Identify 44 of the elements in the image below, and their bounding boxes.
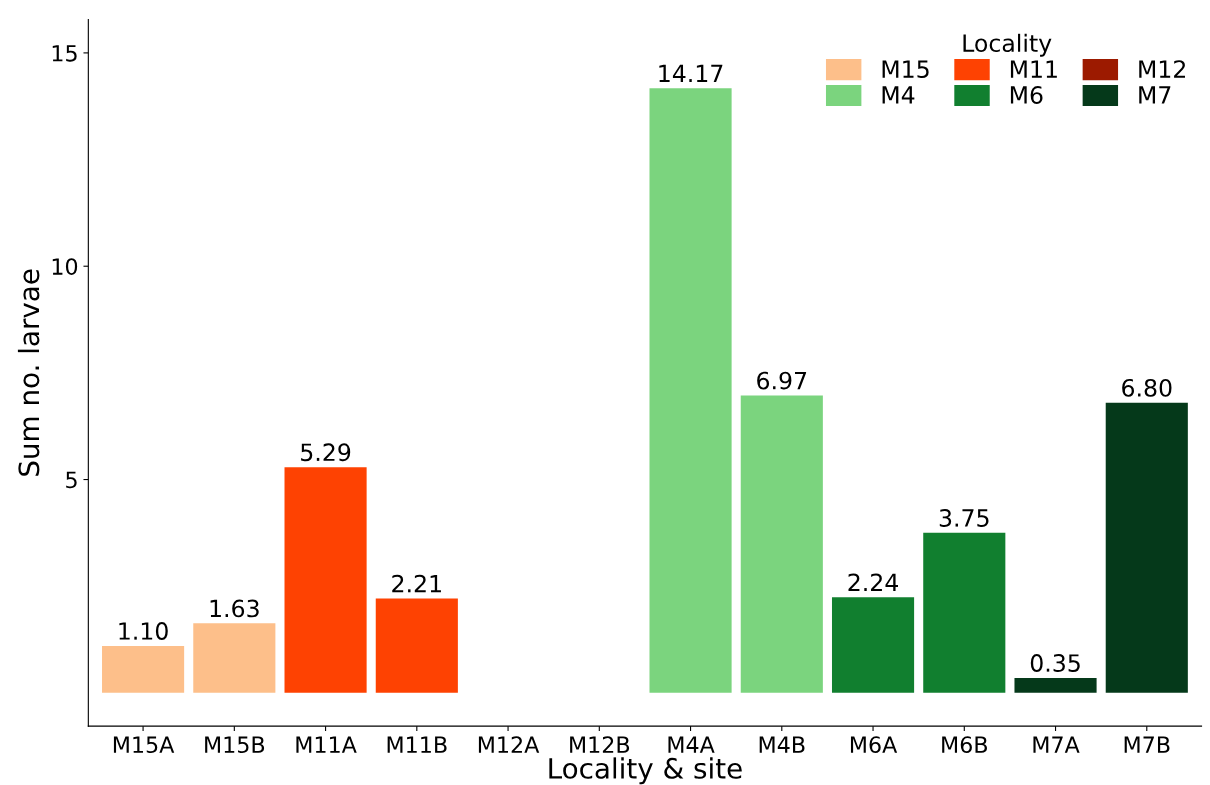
bar [1105, 402, 1188, 693]
data-label: 2.24 [848, 573, 899, 591]
x-tick-label: M12B [570, 736, 630, 753]
x-tick-label: M6A [850, 736, 898, 754]
x-tick-label: M15A [113, 736, 175, 754]
y-tick-label: 10 [52, 258, 78, 275]
x-tick-label: M11B [387, 736, 447, 753]
bar [193, 623, 276, 693]
data-label: 14.17 [659, 64, 723, 83]
bar [923, 532, 1006, 693]
data-label: 5.29 [301, 443, 351, 462]
legend-label: M4 [882, 86, 915, 104]
legend-label: M15 [882, 60, 929, 78]
x-axis-title: Locality & site [549, 757, 742, 785]
legend-label: M12 [1139, 60, 1185, 78]
data-label: 1.63 [210, 599, 259, 618]
y-tick-label: 15 [52, 45, 77, 62]
data-label: 6.80 [1122, 378, 1172, 397]
x-tick-label: M11A [296, 736, 357, 753]
data-label: 1.10 [119, 622, 168, 640]
data-label: 3.75 [939, 509, 989, 527]
y-axis-title: Sum no. larvae [17, 269, 40, 476]
x-tick-label: M7B [1124, 736, 1170, 753]
bar [102, 645, 185, 693]
data-label: 0.35 [1030, 654, 1080, 672]
bar [649, 88, 732, 693]
y-tick-label: 5 [66, 471, 77, 489]
legend-title: Locality [963, 33, 1052, 57]
legend-label: M7 [1139, 86, 1171, 104]
bar [284, 467, 367, 693]
x-tick-label: M4A [668, 736, 715, 753]
bar [375, 598, 458, 693]
x-tick-label: M12A [478, 736, 540, 753]
x-tick-label: M15B [205, 736, 265, 754]
legend-label: M6 [1010, 86, 1043, 104]
bar [831, 597, 915, 693]
bar [1014, 677, 1097, 693]
legend-label: M11 [1010, 60, 1057, 78]
x-tick-label: M6B [942, 736, 987, 754]
x-tick-label: M7A [1033, 736, 1080, 753]
data-label: 2.21 [392, 574, 441, 593]
data-label: 6.97 [757, 371, 807, 390]
bar [740, 395, 823, 693]
x-tick-label: M4B [759, 736, 805, 753]
